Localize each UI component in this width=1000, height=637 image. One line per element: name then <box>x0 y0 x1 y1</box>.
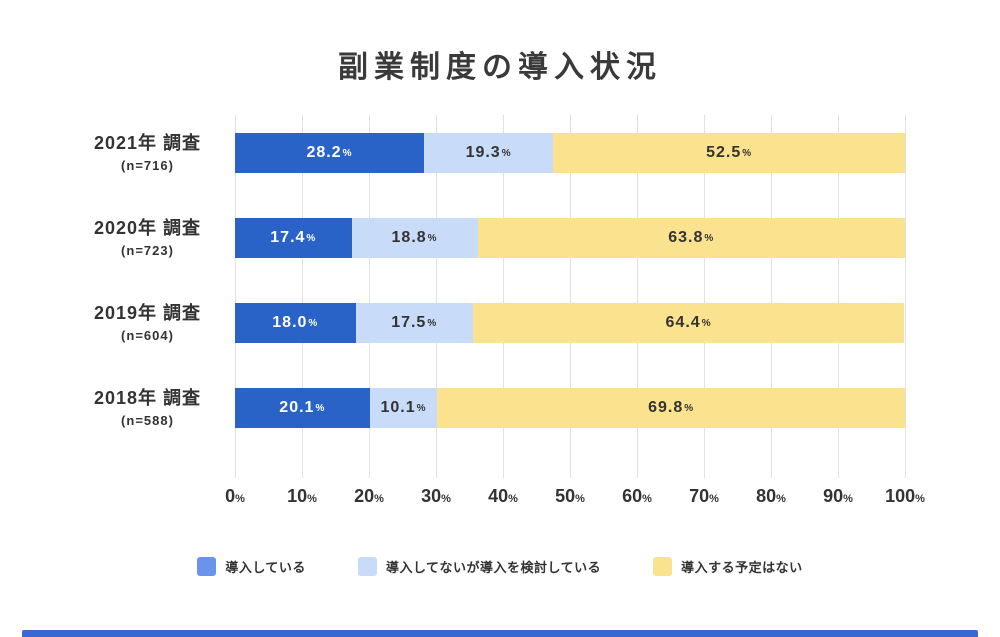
gridline <box>235 115 236 478</box>
x-tick-label: 100% <box>885 486 925 506</box>
row-label-text: 2019年 調査 <box>93 303 202 323</box>
row-sublabel-text: (n=723) <box>121 243 174 258</box>
percent-sign: % <box>684 402 695 414</box>
chart-title: 副業制度の導入状況 <box>338 51 662 84</box>
bar-segment: 17.5% <box>355 303 473 343</box>
gridline <box>838 115 839 478</box>
legend-item-3: 導入する予定はない <box>653 557 803 576</box>
percent-sign: % <box>915 493 925 505</box>
percent-sign: % <box>307 493 317 505</box>
percent-sign: % <box>374 493 384 505</box>
row-label-text: 2018年 調査 <box>93 388 202 408</box>
row-sublabel-text: (n=716) <box>121 158 174 173</box>
x-tick-label: 70% <box>689 486 719 506</box>
legend-item-1: 導入している <box>197 557 306 576</box>
legend-item-2: 導入してないが導入を検討している <box>357 557 602 576</box>
percent-sign: % <box>235 493 245 505</box>
bar-segment: 28.2% <box>235 133 424 173</box>
percent-sign: % <box>342 147 353 159</box>
x-tick-label: 90% <box>823 486 853 506</box>
percent-sign: % <box>501 147 512 159</box>
legend-label: 導入している <box>225 560 306 575</box>
legend-swatch <box>653 557 673 576</box>
bar-segment: 63.8% <box>477 218 905 258</box>
percent-sign: % <box>306 232 317 244</box>
bar-segment: 18.0% <box>235 303 356 343</box>
x-tick-label: 60% <box>622 486 652 506</box>
gridline <box>704 115 705 478</box>
bar-row-2021年: 28.2% 19.3% 52.5% <box>235 133 905 173</box>
x-tick-label: 0% <box>225 486 245 506</box>
percent-sign: % <box>704 232 715 244</box>
row-label-text: 2020年 調査 <box>93 218 202 238</box>
plot-gridlines <box>235 115 906 478</box>
bar-segment: 69.8% <box>437 388 905 428</box>
footer-accent-bar <box>22 630 978 637</box>
row-label-2019年: 2019年 調査 (n=604) <box>45 299 250 343</box>
bar-row-2019年: 18.0% 17.5% 64.4% <box>235 303 905 343</box>
row-sublabel-text: (n=604) <box>121 328 174 343</box>
percent-sign: % <box>508 493 518 505</box>
gridline <box>905 115 906 478</box>
percent-sign: % <box>441 493 451 505</box>
row-label-text: 2021年 調査 <box>93 133 202 153</box>
bar-segment: 20.1% <box>235 388 370 428</box>
x-tick-label: 10% <box>287 486 317 506</box>
x-tick-label: 50% <box>555 486 585 506</box>
row-label-2018年: 2018年 調査 (n=588) <box>45 384 250 428</box>
gridline <box>771 115 772 478</box>
gridline <box>302 115 303 478</box>
legend: 導入している 導入してないが導入を検討している 導入する予定はない <box>0 557 1000 576</box>
x-tick-label: 40% <box>488 486 518 506</box>
percent-sign: % <box>427 232 438 244</box>
row-label-2020年: 2020年 調査 (n=723) <box>45 214 250 258</box>
bar-segment: 18.8% <box>351 218 478 258</box>
x-tick-label: 20% <box>354 486 384 506</box>
row-label-2021年: 2021年 調査 (n=716) <box>45 129 250 173</box>
bar-segment: 10.1% <box>369 388 438 428</box>
percent-sign: % <box>709 493 719 505</box>
legend-label: 導入してないが導入を検討している <box>385 560 602 575</box>
percent-sign: % <box>843 493 853 505</box>
x-tick-label: 80% <box>756 486 786 506</box>
gridline <box>637 115 638 478</box>
x-tick-label: 30% <box>421 486 451 506</box>
percent-sign: % <box>742 147 753 159</box>
bar-segment: 19.3% <box>423 133 554 173</box>
percent-sign: % <box>575 493 585 505</box>
percent-sign: % <box>315 402 326 414</box>
bar-segment: 17.4% <box>235 218 352 258</box>
gridline <box>570 115 571 478</box>
bar-segment: 64.4% <box>472 303 905 343</box>
gridline <box>369 115 370 478</box>
row-sublabel-text: (n=588) <box>121 413 174 428</box>
legend-swatch <box>357 557 377 576</box>
gridline <box>503 115 504 478</box>
percent-sign: % <box>427 317 438 329</box>
percent-sign: % <box>308 317 319 329</box>
bar-row-2018年: 20.1% 10.1% 69.8% <box>235 388 905 428</box>
percent-sign: % <box>776 493 786 505</box>
bar-segment: 52.5% <box>553 133 905 173</box>
gridline <box>436 115 437 478</box>
bar-row-2020年: 17.4% 18.8% 63.8% <box>235 218 905 258</box>
legend-label: 導入する予定はない <box>681 560 803 575</box>
percent-sign: % <box>642 493 652 505</box>
legend-swatch <box>197 557 217 576</box>
percent-sign: % <box>416 402 427 414</box>
percent-sign: % <box>701 317 712 329</box>
